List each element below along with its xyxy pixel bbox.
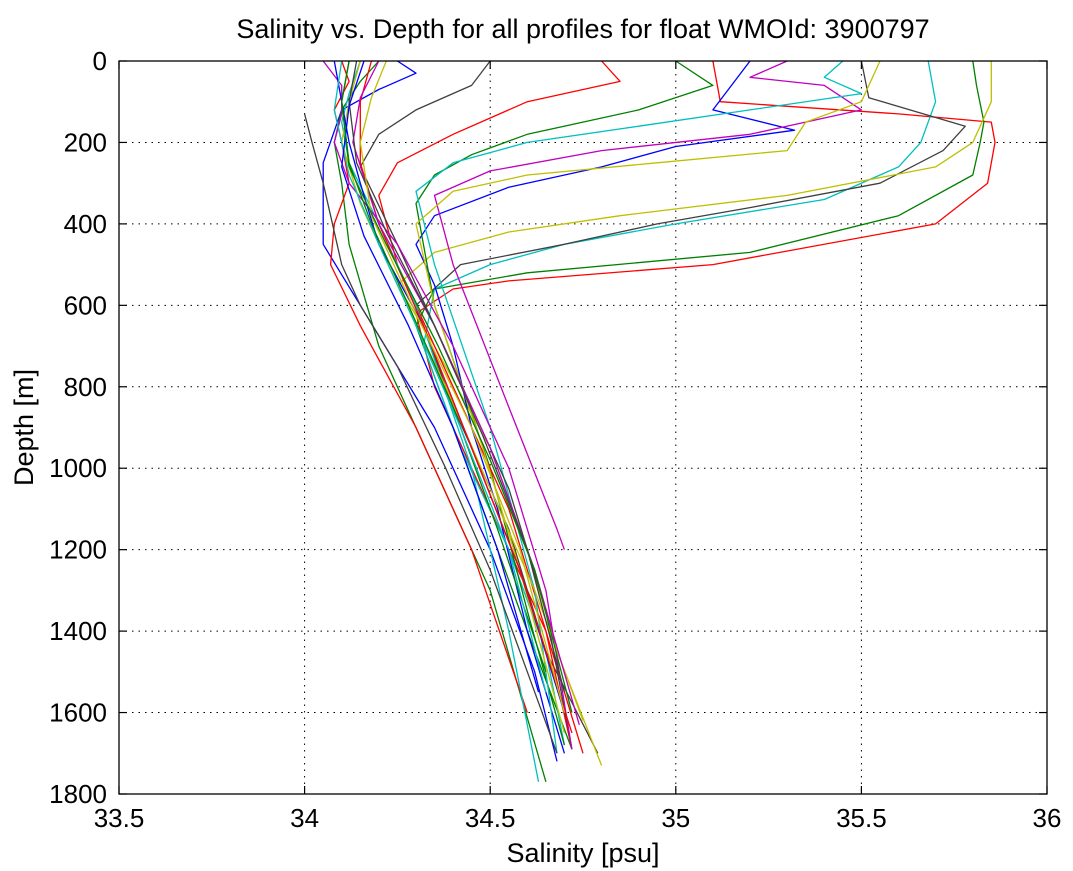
y-tick-label: 1800 bbox=[49, 779, 107, 809]
profile-line bbox=[341, 60, 540, 693]
x-tick-label: 35.5 bbox=[836, 803, 887, 833]
profile-line bbox=[303, 113, 558, 754]
y-tick-label: 1600 bbox=[49, 698, 107, 728]
profile-line bbox=[341, 60, 573, 713]
profile-line bbox=[329, 60, 528, 713]
profile-line bbox=[415, 60, 863, 754]
profile-line bbox=[422, 60, 937, 746]
profile-line bbox=[359, 60, 573, 734]
plot-frame bbox=[118, 60, 1048, 795]
x-tick-label: 34 bbox=[290, 803, 319, 833]
y-tick-label: 1000 bbox=[49, 453, 107, 483]
x-tick-label: 35 bbox=[661, 803, 690, 833]
x-tick-label: 36 bbox=[1033, 803, 1062, 833]
x-tick-label: 34.5 bbox=[465, 803, 516, 833]
y-tick-label: 800 bbox=[64, 372, 107, 402]
y-tick-label: 600 bbox=[64, 290, 107, 320]
y-tick-label: 0 bbox=[93, 46, 107, 76]
y-axis-label: Depth [m] bbox=[9, 369, 39, 486]
x-tick-label: 33.5 bbox=[94, 803, 145, 833]
profile-line bbox=[348, 60, 566, 693]
profile-line bbox=[378, 60, 621, 750]
profile-line bbox=[415, 60, 881, 734]
y-tick-label: 400 bbox=[64, 209, 107, 239]
y-tick-label: 200 bbox=[64, 127, 107, 157]
x-axis-label: Salinity [psu] bbox=[506, 838, 659, 868]
profile-line bbox=[333, 60, 547, 693]
profile-line bbox=[433, 60, 863, 550]
axis-ticks bbox=[118, 60, 1048, 795]
profile-line bbox=[359, 60, 566, 713]
y-tick-labels: 0 200 400 600 800 1000 1200 1400 1600 1800 bbox=[49, 46, 107, 809]
y-tick-label: 1400 bbox=[49, 616, 107, 646]
x-tick-labels: 33.5 34 34.5 35 35.5 36 bbox=[94, 803, 1062, 833]
profile-lines bbox=[303, 60, 996, 782]
profile-line bbox=[322, 60, 558, 762]
chart-title: Salinity vs. Depth for all profiles for … bbox=[236, 14, 929, 44]
y-tick-label: 1200 bbox=[49, 535, 107, 565]
